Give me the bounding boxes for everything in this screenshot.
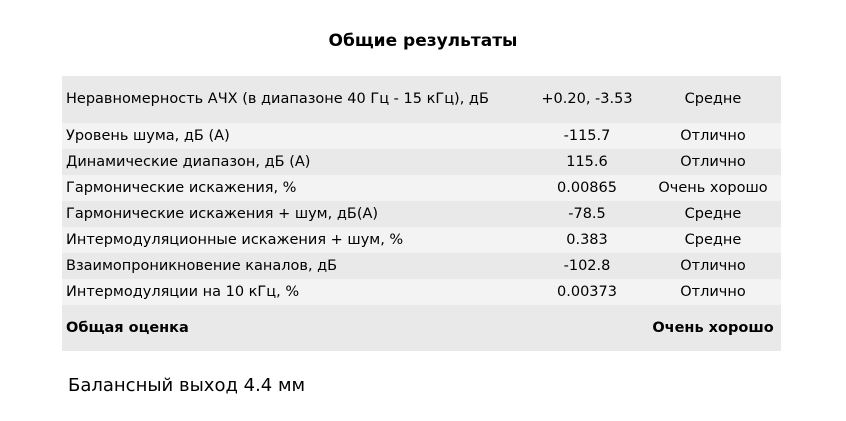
metric-value: 0.00373 [557, 283, 617, 300]
table-row: Неравномерность АЧХ (в диапазоне 40 Гц -… [62, 76, 781, 123]
table-row: Динамические диапазон, дБ (А) 115.6 Отличн… [62, 149, 781, 175]
table-row: Гармонические искажения + шум, дБ(А) -78.… [62, 201, 781, 227]
table-row: Интермодуляции на 10 кГц, % 0.00373 Отличн… [62, 279, 781, 305]
metric-label: Гармонические искажения, % [66, 179, 297, 196]
metric-rating: Отлично [680, 257, 746, 274]
metric-value: 115.6 [566, 153, 608, 170]
table-row: Интермодуляционные искажения + шум, % 0.3… [62, 227, 781, 253]
metric-value: -78.5 [568, 205, 606, 222]
metric-value: -115.7 [563, 127, 611, 144]
metric-label: Гармонические искажения + шум, дБ(А) [66, 205, 379, 222]
metric-value: 0.383 [566, 231, 608, 248]
table-row: Гармонические искажения, % 0.00865 Очень х… [62, 175, 781, 201]
metric-value: -102.8 [563, 257, 611, 274]
metric-value: 0.00865 [557, 179, 617, 196]
metric-value: +0.20, -3.53 [541, 91, 633, 107]
metric-rating: Средне [684, 91, 742, 107]
section-title: Общие результаты [328, 31, 518, 51]
metric-rating: Очень хорошо [652, 319, 774, 336]
metric-label: Динамические диапазон, дБ (А) [66, 153, 311, 170]
metric-label: Уровень шума, дБ (А) [66, 127, 230, 144]
total-row: Общая оценка Очень хорошо [62, 305, 781, 351]
results-table: Неравномерность АЧХ (в диапазоне 40 Гц -… [62, 76, 781, 351]
metric-label: Общая оценка [66, 319, 189, 336]
table-row: Уровень шума, дБ (А) -115.7 Отлично [62, 123, 781, 149]
metric-label: Интермодуляционные искажения + шум, % [66, 231, 404, 248]
metric-rating: Средне [684, 205, 742, 222]
metric-value [529, 305, 645, 351]
table-row: Взаимопроникновение каналов, дБ -102.8 Отл… [62, 253, 781, 279]
metric-label: Интермодуляции на 10 кГц, % [66, 283, 300, 300]
metric-rating: Отлично [680, 283, 746, 300]
metric-rating: Очень хорошо [658, 179, 768, 196]
footer-caption: Балансный выход 4.4 мм [68, 375, 306, 396]
metric-rating: Отлично [680, 153, 746, 170]
metric-rating: Средне [684, 231, 742, 248]
metric-label: Неравномерность АЧХ (в диапазоне 40 Гц -… [66, 91, 489, 107]
metric-rating: Отлично [680, 127, 746, 144]
metric-label: Взаимопроникновение каналов, дБ [66, 257, 338, 274]
